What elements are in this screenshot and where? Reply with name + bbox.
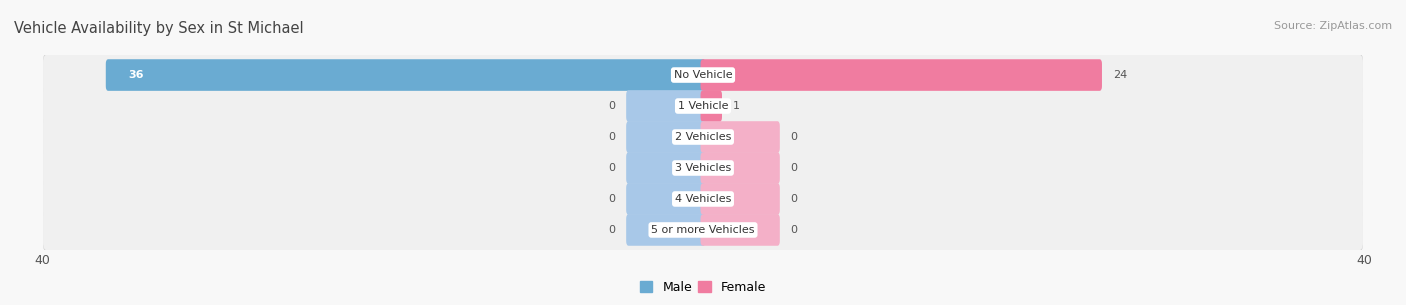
Text: 24: 24 bbox=[1112, 70, 1128, 80]
FancyBboxPatch shape bbox=[44, 55, 1362, 95]
Text: 2 Vehicles: 2 Vehicles bbox=[675, 132, 731, 142]
FancyBboxPatch shape bbox=[700, 152, 780, 184]
FancyBboxPatch shape bbox=[44, 53, 1362, 97]
FancyBboxPatch shape bbox=[626, 121, 706, 153]
Legend: Male, Female: Male, Female bbox=[636, 275, 770, 299]
FancyBboxPatch shape bbox=[44, 146, 1362, 190]
Text: Vehicle Availability by Sex in St Michael: Vehicle Availability by Sex in St Michae… bbox=[14, 21, 304, 36]
FancyBboxPatch shape bbox=[44, 148, 1362, 188]
FancyBboxPatch shape bbox=[626, 183, 706, 215]
FancyBboxPatch shape bbox=[626, 152, 706, 184]
FancyBboxPatch shape bbox=[44, 84, 1362, 128]
Text: 1: 1 bbox=[733, 101, 740, 111]
FancyBboxPatch shape bbox=[626, 90, 706, 122]
FancyBboxPatch shape bbox=[700, 90, 723, 122]
Text: 0: 0 bbox=[790, 132, 797, 142]
Text: 4 Vehicles: 4 Vehicles bbox=[675, 194, 731, 204]
Text: 0: 0 bbox=[609, 225, 616, 235]
Text: 0: 0 bbox=[609, 163, 616, 173]
FancyBboxPatch shape bbox=[700, 214, 780, 246]
Text: 36: 36 bbox=[128, 70, 143, 80]
FancyBboxPatch shape bbox=[700, 183, 780, 215]
Text: 0: 0 bbox=[790, 163, 797, 173]
FancyBboxPatch shape bbox=[700, 59, 1102, 91]
Text: 0: 0 bbox=[790, 194, 797, 204]
Text: 0: 0 bbox=[609, 132, 616, 142]
FancyBboxPatch shape bbox=[44, 210, 1362, 250]
FancyBboxPatch shape bbox=[105, 59, 706, 91]
Text: 1 Vehicle: 1 Vehicle bbox=[678, 101, 728, 111]
Text: 0: 0 bbox=[609, 101, 616, 111]
FancyBboxPatch shape bbox=[44, 86, 1362, 127]
FancyBboxPatch shape bbox=[44, 115, 1362, 159]
FancyBboxPatch shape bbox=[44, 177, 1362, 221]
FancyBboxPatch shape bbox=[626, 214, 706, 246]
Text: 0: 0 bbox=[609, 194, 616, 204]
Text: 0: 0 bbox=[790, 225, 797, 235]
Text: 3 Vehicles: 3 Vehicles bbox=[675, 163, 731, 173]
FancyBboxPatch shape bbox=[44, 208, 1362, 252]
Text: 5 or more Vehicles: 5 or more Vehicles bbox=[651, 225, 755, 235]
FancyBboxPatch shape bbox=[44, 117, 1362, 157]
FancyBboxPatch shape bbox=[44, 178, 1362, 219]
Text: No Vehicle: No Vehicle bbox=[673, 70, 733, 80]
Text: Source: ZipAtlas.com: Source: ZipAtlas.com bbox=[1274, 21, 1392, 31]
FancyBboxPatch shape bbox=[700, 121, 780, 153]
